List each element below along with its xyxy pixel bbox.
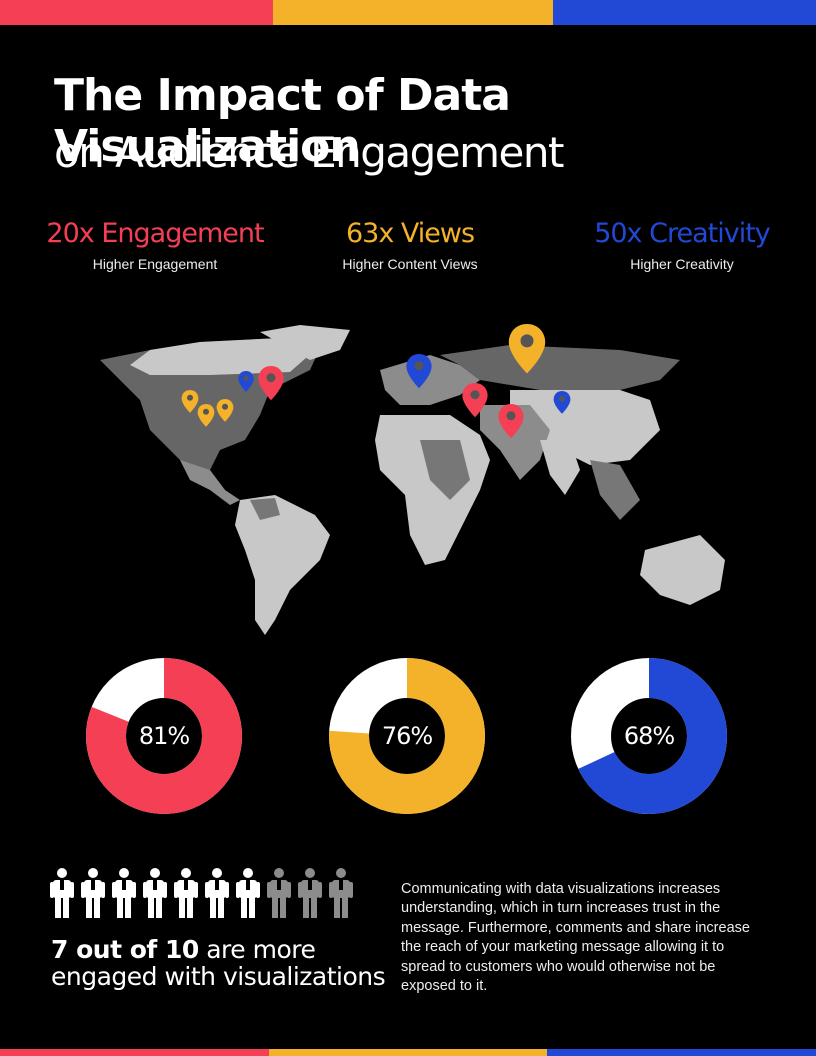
donut-chart-76: 76%	[329, 658, 485, 814]
australia-shape	[640, 535, 725, 605]
donut-chart-68: 68%	[571, 658, 727, 814]
people-pictogram	[50, 868, 353, 918]
stat-views: 63x Views Higher Content Views	[280, 218, 540, 272]
canada-shape	[130, 338, 315, 375]
person-icon	[143, 868, 167, 918]
donut-ring	[329, 658, 485, 814]
africa-shape	[375, 415, 490, 565]
russia-shape	[440, 345, 680, 390]
donut-ring	[86, 658, 242, 814]
stat-creativity: 50x Creativity Higher Creativity	[552, 218, 812, 272]
person-icon-dimmed	[267, 868, 291, 918]
stat-caption: Higher Creativity	[630, 256, 734, 272]
stat-engagement: 20x Engagement Higher Engagement	[25, 218, 285, 272]
china-shape	[510, 390, 660, 465]
bottom-bar-yellow	[269, 1049, 547, 1056]
person-icon	[112, 868, 136, 918]
southeast-asia-shape	[590, 460, 640, 520]
people-headline: 7 out of 10 are more engaged with visual…	[51, 935, 386, 991]
stat-caption: Higher Content Views	[342, 256, 478, 272]
person-icon	[81, 868, 105, 918]
venezuela-shape	[250, 498, 280, 520]
greenland-shape	[260, 325, 350, 360]
bottom-color-bar	[0, 1049, 816, 1056]
world-map	[100, 324, 725, 635]
person-icon-dimmed	[298, 868, 322, 918]
donut-label: 76%	[381, 722, 433, 750]
middle-east-shape	[480, 405, 550, 480]
donut-label: 68%	[623, 722, 675, 750]
india-shape	[540, 440, 580, 495]
headline-line2: engaged with visualizations	[51, 962, 386, 991]
africa-region-shape	[420, 440, 470, 500]
person-icon	[236, 868, 260, 918]
headline-bold: 7 out of 10	[51, 935, 199, 964]
person-icon	[174, 868, 198, 918]
person-icon	[50, 868, 74, 918]
bottom-bar-red	[0, 1049, 269, 1056]
south-america-shape	[235, 495, 330, 635]
central-america-shape	[180, 460, 240, 505]
stat-value: 20x Engagement	[46, 218, 264, 249]
donut-ring	[571, 658, 727, 814]
person-icon-dimmed	[329, 868, 353, 918]
top-bar-red	[0, 0, 273, 25]
bottom-bar-blue	[547, 1049, 816, 1056]
stat-value: 50x Creativity	[594, 218, 771, 249]
europe-shape	[380, 355, 480, 405]
page-title: The Impact of Data Visualization	[54, 70, 511, 172]
headline-rest: are more	[198, 935, 316, 964]
donut-chart-81: 81%	[86, 658, 242, 814]
stat-caption: Higher Engagement	[92, 256, 218, 272]
donut-label: 81%	[138, 722, 190, 750]
top-bar-yellow	[273, 0, 553, 25]
top-bar-blue	[553, 0, 816, 25]
stat-value: 63x Views	[345, 218, 475, 249]
person-icon	[205, 868, 229, 918]
body-paragraph: Communicating with data visualizations i…	[401, 881, 750, 995]
page-subtitle: on Audience Engagement	[54, 128, 564, 177]
top-color-bar	[0, 0, 816, 25]
